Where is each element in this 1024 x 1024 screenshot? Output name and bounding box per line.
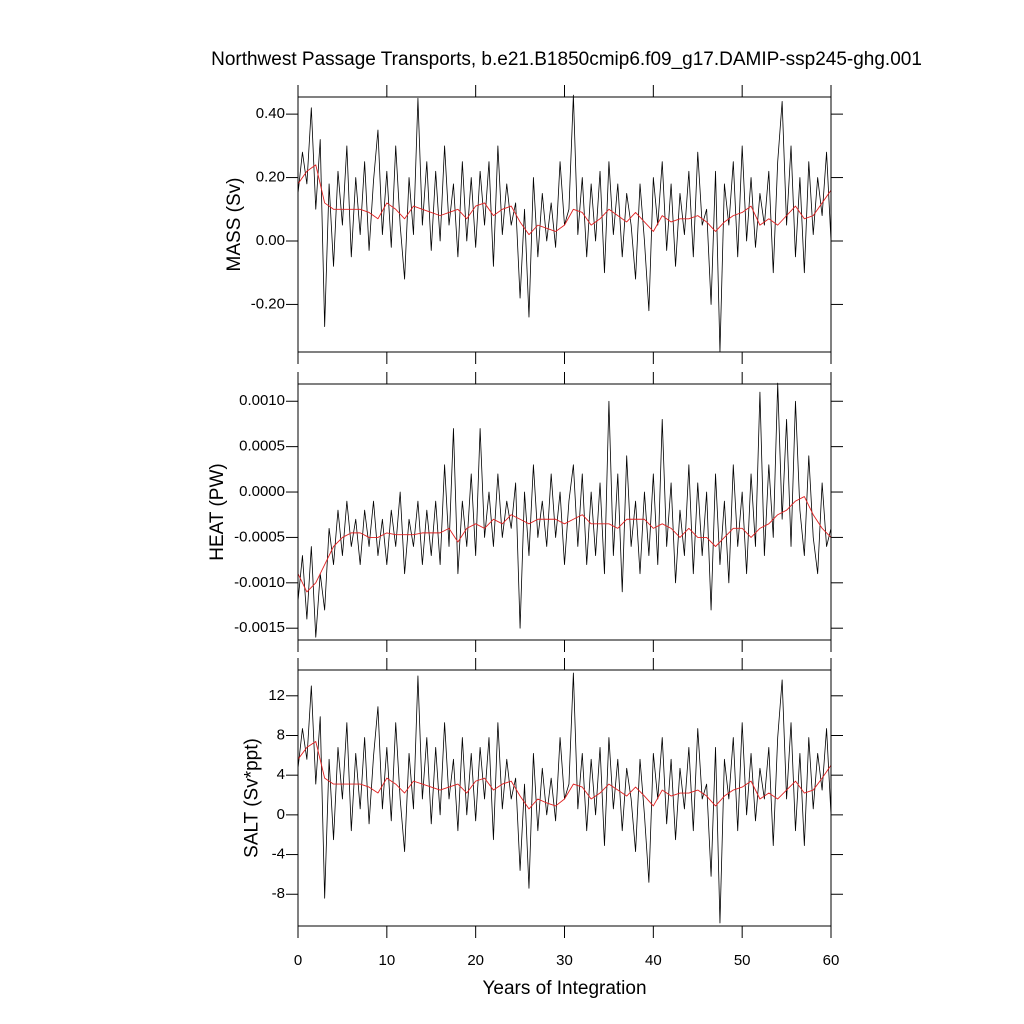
data-line (297, 496, 832, 593)
y-axis-label: HEAT (PW) (207, 463, 228, 560)
x-tick-label: 30 (556, 952, 573, 969)
data-line (297, 672, 832, 924)
y-tick-label: -0.20 (251, 295, 285, 312)
y-tick-label: 4 (277, 766, 285, 783)
data-line (297, 382, 832, 638)
y-tick-label: -0.0005 (234, 528, 285, 545)
y-tick-label: 0 (277, 806, 285, 823)
data-line (297, 94, 832, 353)
y-axis-label: MASS (Sv) (224, 178, 245, 272)
y-tick-label: 0.0000 (239, 483, 285, 500)
x-tick-label: 20 (467, 952, 484, 969)
x-tick-label: 40 (645, 952, 662, 969)
chart-title: Northwest Passage Transports, b.e21.B185… (211, 49, 922, 70)
y-axis-label: SALT (Sv*ppt) (241, 738, 262, 858)
y-tick-label: 8 (277, 726, 285, 743)
data-line (297, 740, 832, 810)
y-tick-label: -4 (272, 846, 285, 863)
y-tick-label: 0.20 (256, 169, 285, 186)
y-tick-label: -0.0015 (234, 619, 285, 636)
y-tick-label: -8 (272, 885, 285, 902)
x-tick-label: 10 (378, 952, 395, 969)
y-tick-label: 0.40 (256, 105, 285, 122)
x-tick-label: 60 (823, 952, 840, 969)
x-axis-label: Years of Integration (482, 978, 646, 999)
y-tick-label: 0.0005 (239, 438, 285, 455)
y-tick-label: 12 (268, 687, 285, 704)
y-tick-label: 0.00 (256, 232, 285, 249)
x-tick-label: 50 (734, 952, 751, 969)
data-line (297, 164, 832, 236)
y-tick-label: -0.0010 (234, 574, 285, 591)
y-tick-label: 0.0010 (239, 392, 285, 409)
x-tick-label: 0 (294, 952, 302, 969)
plot-frame (297, 383, 832, 641)
